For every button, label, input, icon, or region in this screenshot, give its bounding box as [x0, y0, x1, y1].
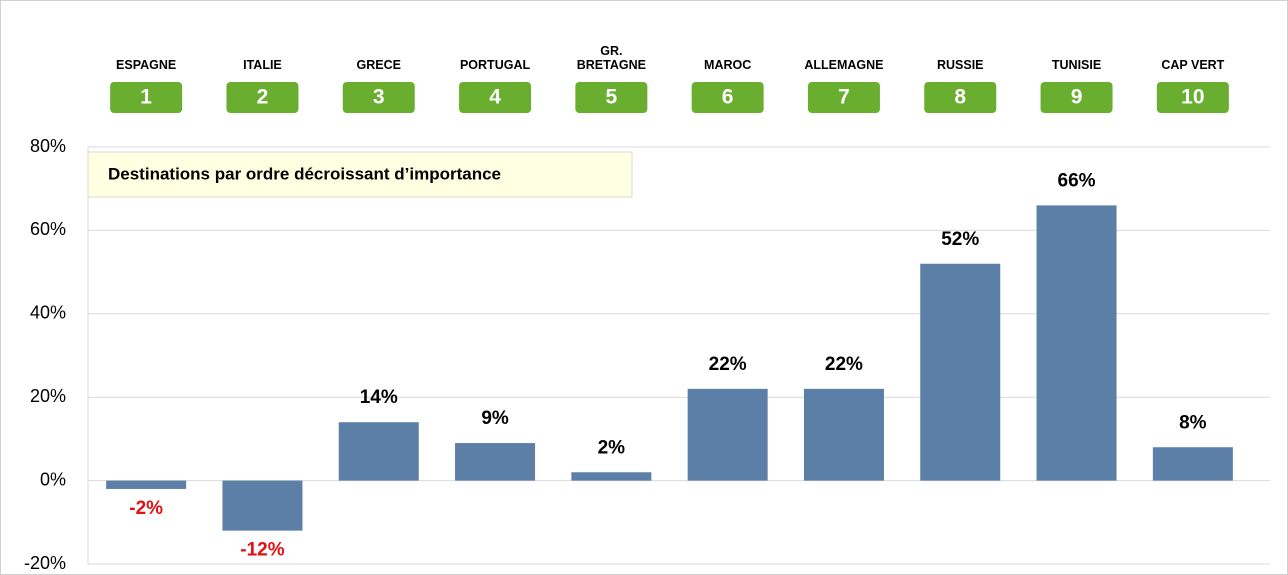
value-label: 52%: [941, 229, 979, 250]
bar: [222, 480, 303, 531]
value-label: -2%: [129, 498, 163, 519]
rank-label: 4: [489, 86, 501, 109]
rank-badge: [342, 82, 415, 113]
value-label: 14%: [360, 387, 398, 408]
annotation: Destinations par ordre décroissant d’imp…: [108, 164, 501, 183]
bar: [106, 480, 187, 489]
category-label: ESPAGNE: [116, 58, 177, 72]
rank-badge: [110, 82, 183, 113]
rank-label: 8: [954, 86, 966, 109]
value-label: 66%: [1058, 170, 1096, 191]
value-label: 2%: [598, 437, 626, 458]
category-label: GRECE: [356, 58, 401, 72]
rank-label: 5: [606, 86, 618, 109]
category-label: MAROC: [704, 58, 752, 72]
rank-badge: [691, 82, 764, 113]
value-label: 22%: [825, 354, 863, 375]
rank-badge: [226, 82, 299, 113]
y-tick-label: 0%: [40, 469, 66, 489]
annotation-box: [87, 151, 633, 198]
bar: [1036, 205, 1117, 481]
rank-label: 6: [722, 86, 734, 109]
y-tick-label: 40%: [30, 303, 66, 323]
rank-label: 9: [1071, 86, 1083, 109]
category-label: ITALIE: [243, 58, 282, 72]
rank-label: 1: [140, 86, 152, 109]
category-label: PORTUGAL: [459, 58, 531, 72]
rank-label: 10: [1181, 86, 1204, 109]
y-tick-label: 80%: [30, 136, 66, 156]
category-label: RUSSIE: [936, 58, 984, 72]
rank-badge: [1156, 82, 1229, 113]
y-tick-label: -20%: [24, 553, 66, 573]
value-label: 22%: [709, 354, 747, 375]
rank-badge: [1040, 82, 1113, 113]
rank-badge: [924, 82, 997, 113]
rank-badge: [575, 82, 648, 113]
category-label: TUNISIE: [1051, 58, 1102, 72]
category-label: CAP VERT: [1161, 58, 1225, 72]
rank-label: 2: [257, 86, 269, 109]
bar: [455, 443, 536, 481]
value-label: -12%: [240, 540, 284, 561]
rank-badge: [807, 82, 880, 113]
y-tick-label: 60%: [30, 219, 66, 239]
rank-badge: [459, 82, 532, 113]
value-label: 9%: [481, 408, 509, 429]
bar: [687, 388, 768, 481]
category-label: ALLEMAGNE: [804, 58, 884, 72]
y-tick-label: 20%: [30, 386, 66, 406]
bar: [571, 472, 652, 481]
rank-label: 3: [373, 86, 385, 109]
bar: [803, 388, 884, 481]
bar: [338, 422, 419, 481]
bar: [920, 263, 1001, 481]
category-label: GR. BRETAGNE: [576, 44, 646, 72]
rank-label: 7: [838, 86, 850, 109]
value-label: 8%: [1179, 412, 1207, 433]
bar: [1152, 447, 1233, 481]
